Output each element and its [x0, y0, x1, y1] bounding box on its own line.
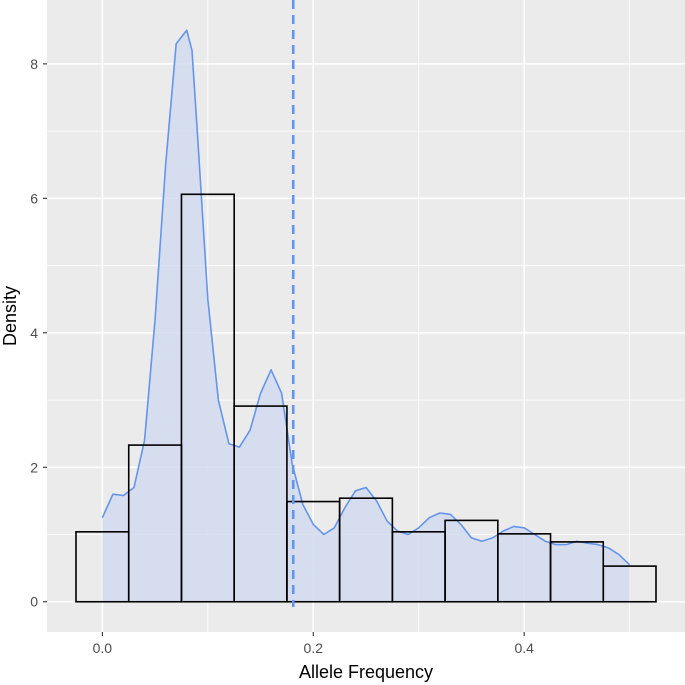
x-tick-label: 0.2 — [304, 640, 324, 656]
y-tick-label: 0 — [30, 594, 38, 610]
y-tick-label: 4 — [30, 325, 38, 341]
y-tick-label: 6 — [30, 190, 38, 206]
y-tick-label: 2 — [30, 459, 38, 475]
y-axis-tick-labels: 0 2 4 6 8 — [30, 56, 38, 610]
x-tick-label: 0.4 — [514, 640, 534, 656]
histogram-bars — [75, 193, 657, 603]
x-axis-title: Allele Frequency — [299, 662, 433, 682]
density-curve — [101, 29, 631, 566]
x-tick-label: 0.0 — [93, 640, 113, 656]
axis-ticks — [43, 63, 525, 636]
y-tick-label: 8 — [30, 56, 38, 72]
y-axis-title: Density — [0, 286, 20, 346]
x-axis-tick-labels: 0.0 0.2 0.4 — [93, 640, 534, 656]
histogram-bar — [602, 565, 657, 603]
histogram-bar — [180, 193, 235, 603]
